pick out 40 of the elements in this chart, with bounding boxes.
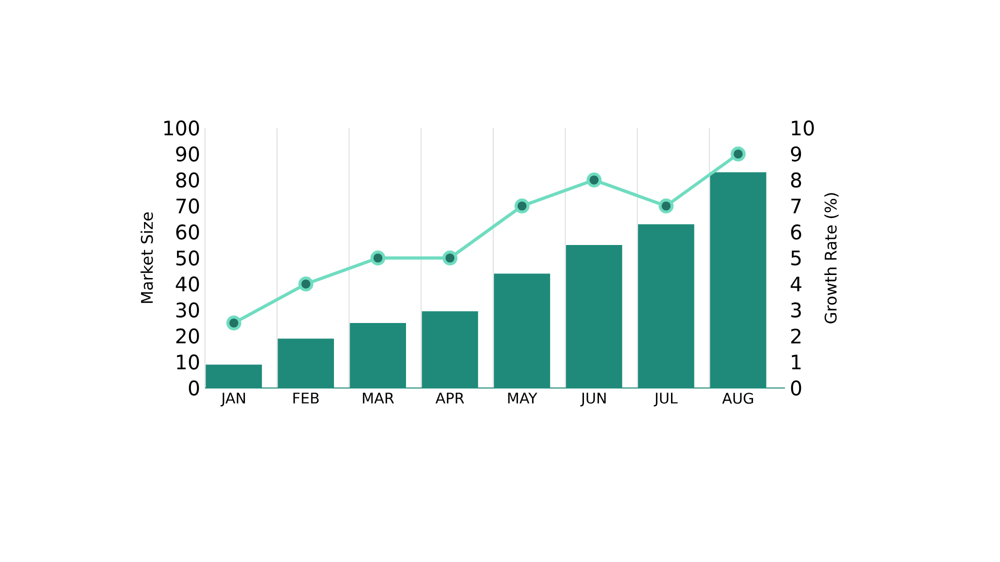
y-axis-title: Market Size bbox=[140, 212, 153, 303]
point bbox=[442, 250, 458, 266]
point bbox=[298, 276, 314, 292]
y-tick-label: 20 bbox=[176, 328, 199, 344]
point bbox=[514, 198, 530, 214]
x-tick-label: FEB bbox=[293, 392, 319, 404]
y2-tick-label: 1 bbox=[792, 354, 801, 370]
y2-tick-label: 3 bbox=[791, 302, 801, 318]
y-tick-label: 50 bbox=[176, 250, 199, 266]
y2-tick-label: 10 bbox=[792, 120, 814, 136]
y-tick-label: 10 bbox=[177, 354, 199, 370]
y2-tick-label: 7 bbox=[791, 198, 801, 214]
x-tick-label: MAY bbox=[508, 392, 538, 404]
y2-tick-label: 5 bbox=[791, 250, 801, 266]
x-tick-label: JUL bbox=[654, 392, 678, 406]
y-tick-label: 70 bbox=[176, 198, 199, 214]
point bbox=[730, 146, 746, 162]
x-tick-label: JUN bbox=[580, 392, 606, 406]
y2-axis-title: Growth Rate (%) bbox=[824, 193, 839, 324]
y-tick-label: 100 bbox=[164, 120, 199, 136]
x-tick-label: JAN bbox=[220, 392, 245, 406]
y-tick-label: 90 bbox=[176, 146, 199, 162]
point bbox=[226, 316, 242, 330]
y2-tick-label: 2 bbox=[791, 328, 800, 344]
point bbox=[586, 172, 602, 188]
point bbox=[658, 198, 674, 214]
y-tick-label: 60 bbox=[176, 224, 199, 240]
x-tick-label: APR bbox=[436, 392, 464, 404]
y-tick-label: 0 bbox=[188, 380, 199, 396]
y2-tick-label: 0 bbox=[791, 380, 802, 396]
x-tick-label: MAR bbox=[362, 392, 394, 404]
y2-tick-label: 9 bbox=[790, 146, 802, 162]
y-tick-label: 80 bbox=[176, 172, 199, 188]
point bbox=[370, 250, 386, 266]
y2-tick-label: 6 bbox=[791, 224, 802, 240]
x-tick-label: AUG bbox=[722, 392, 754, 404]
y2-tick-label: 4 bbox=[790, 276, 802, 292]
y2-tick-label: 8 bbox=[791, 172, 802, 188]
y-tick-label: 40 bbox=[176, 276, 199, 292]
y-tick-label: 30 bbox=[176, 302, 199, 318]
